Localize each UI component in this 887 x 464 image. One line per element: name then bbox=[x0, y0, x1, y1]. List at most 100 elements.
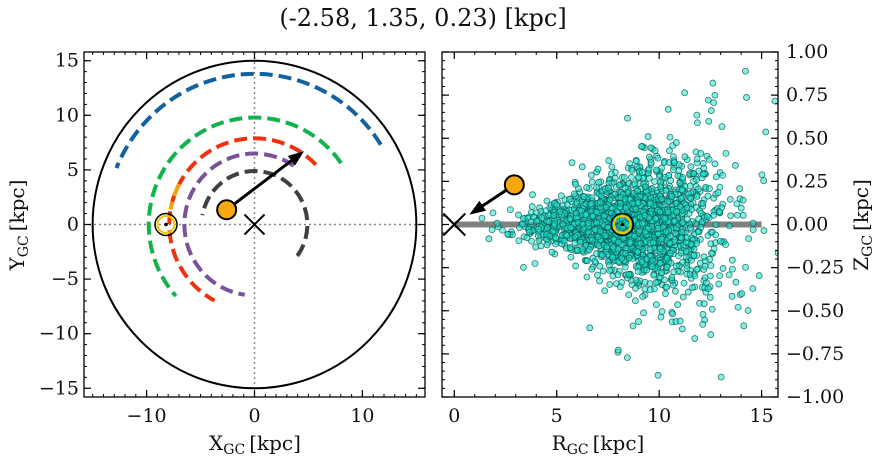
rz-star-point bbox=[604, 184, 612, 192]
rz-star-point bbox=[651, 147, 659, 155]
xy-plot-content bbox=[84, 52, 425, 397]
rz-star-point bbox=[715, 280, 723, 288]
rz-star-point bbox=[596, 198, 604, 206]
rz-star-point bbox=[719, 171, 727, 179]
rz-star-point bbox=[701, 262, 709, 270]
xy-sun-ring bbox=[156, 215, 176, 234]
rz-star-point bbox=[614, 346, 622, 354]
rz-star-point bbox=[560, 237, 568, 245]
rz-star-point bbox=[594, 271, 601, 279]
rz-star-point bbox=[699, 170, 707, 178]
rz-y-tick-label: 0.00 bbox=[786, 214, 828, 236]
rz-star-point bbox=[620, 173, 628, 181]
rz-star-point bbox=[675, 167, 683, 175]
rz-star-point bbox=[691, 335, 699, 342]
rz-star-point bbox=[636, 239, 644, 247]
rz-star-point bbox=[654, 371, 662, 379]
rz-star-point bbox=[628, 173, 635, 181]
rz-object-marker bbox=[503, 174, 525, 196]
rz-star-point bbox=[589, 212, 597, 220]
rz-star-point bbox=[489, 209, 497, 217]
rz-star-point bbox=[588, 265, 596, 273]
rz-star-point bbox=[602, 203, 610, 211]
rz-star-point bbox=[760, 177, 768, 185]
rz-star-point bbox=[632, 157, 640, 165]
rz-star-point bbox=[707, 262, 715, 270]
rz-y-tick-label: −0.50 bbox=[786, 300, 844, 322]
xy-object-marker bbox=[216, 199, 238, 221]
rz-star-point bbox=[705, 155, 713, 163]
rz-star-point bbox=[600, 212, 608, 220]
rz-star-point bbox=[652, 279, 660, 286]
rz-velocity-arrow-head bbox=[469, 200, 487, 215]
rz-star-point bbox=[632, 205, 640, 213]
rz-star-point bbox=[537, 242, 545, 250]
rz-star-point bbox=[567, 253, 575, 261]
rz-star-point bbox=[696, 259, 704, 267]
rz-star-point bbox=[578, 163, 586, 171]
rz-star-point bbox=[580, 193, 588, 201]
rz-star-point bbox=[638, 169, 646, 176]
xy-sun-outer-ring bbox=[154, 212, 178, 237]
rz-star-point bbox=[652, 301, 660, 309]
rz-star-point bbox=[716, 272, 724, 280]
rz-star-point bbox=[645, 174, 653, 182]
rz-star-point bbox=[551, 220, 559, 228]
rz-star-point bbox=[683, 234, 691, 241]
rz-y-tick-label: 0.25 bbox=[786, 170, 828, 192]
rz-y-tick-label: −0.75 bbox=[786, 343, 844, 365]
rz-star-point bbox=[728, 265, 736, 273]
rz-star-point bbox=[609, 253, 617, 261]
rz-star-point bbox=[644, 133, 652, 140]
rz-star-point bbox=[662, 187, 670, 195]
rz-star-point bbox=[711, 160, 719, 168]
rz-star-point bbox=[758, 171, 766, 179]
rz-star-point bbox=[678, 186, 686, 194]
rz-star-point bbox=[658, 235, 666, 243]
rz-star-point bbox=[571, 233, 579, 241]
xy-x-axis-label: XGC [kpc] bbox=[209, 431, 301, 458]
rz-star-point bbox=[679, 219, 687, 226]
rz-y-tick-label: −1.00 bbox=[786, 386, 844, 408]
chart-title: (-2.58, 1.35, 0.23) [kpc] bbox=[279, 4, 566, 32]
rz-star-point bbox=[520, 263, 527, 271]
rz-star-point bbox=[639, 293, 647, 300]
rz-star-point bbox=[654, 224, 662, 232]
rz-y-tick-label: 0.50 bbox=[786, 127, 828, 149]
rz-star-point bbox=[732, 162, 739, 169]
rz-star-point bbox=[629, 199, 637, 207]
rz-star-point bbox=[623, 354, 631, 362]
rz-star-point bbox=[572, 180, 579, 188]
rz-star-point bbox=[628, 167, 636, 174]
rz-star-point bbox=[710, 211, 718, 219]
rz-star-point bbox=[645, 153, 653, 161]
rz-star-point bbox=[638, 258, 646, 266]
rz-ticks: 0 5 10 15 1.00 0.75 0.50 0.25 0.00 −0.25 −0.50 −0.7… bbox=[442, 41, 844, 427]
rz-star-point bbox=[662, 228, 670, 236]
rz-star-point bbox=[682, 247, 690, 255]
rz-star-point bbox=[566, 244, 574, 251]
rz-star-point bbox=[672, 262, 680, 270]
rz-star-point bbox=[663, 283, 671, 291]
rz-star-point bbox=[478, 214, 486, 222]
rz-star-point bbox=[719, 265, 727, 272]
rz-star-point bbox=[584, 219, 592, 227]
rz-star-point bbox=[646, 286, 654, 294]
xy-x-tick-label: −10 bbox=[127, 405, 167, 427]
rz-star-point bbox=[707, 331, 715, 338]
rz-y-tick-label: 1.00 bbox=[786, 41, 828, 63]
rz-star-point bbox=[668, 274, 676, 281]
rz-star-point bbox=[566, 215, 574, 223]
rz-star-point bbox=[543, 197, 551, 205]
rz-star-point bbox=[687, 195, 695, 202]
rz-star-point bbox=[550, 212, 558, 219]
rz-star-point bbox=[710, 99, 717, 107]
rz-star-point bbox=[666, 147, 673, 155]
rz-star-point bbox=[634, 268, 642, 275]
xy-x-tick-label: 10 bbox=[350, 405, 374, 427]
rz-star-point bbox=[634, 199, 642, 206]
xy-y-tick-label: 5 bbox=[67, 159, 79, 181]
rz-star-point bbox=[605, 157, 613, 164]
xy-y-axis-label: YGC[kpc] bbox=[5, 180, 32, 272]
